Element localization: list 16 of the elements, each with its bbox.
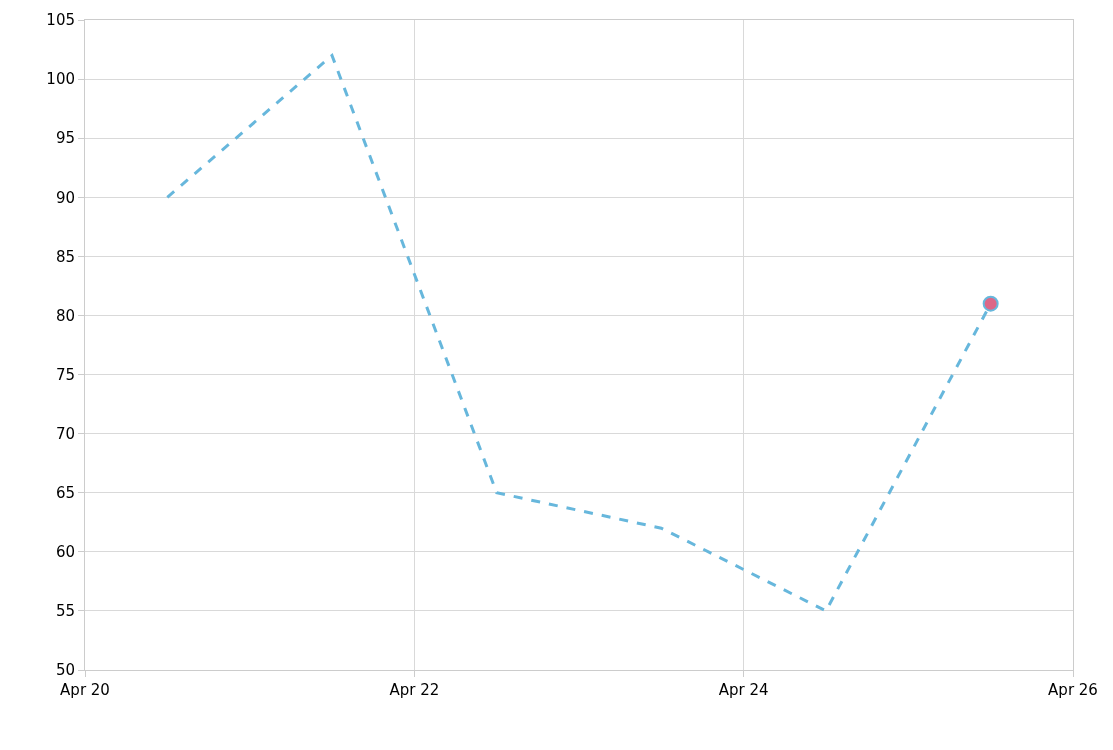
y-tick-label: 70 xyxy=(55,424,75,443)
x-tick-label: Apr 24 xyxy=(718,681,769,699)
y-tick-label: 85 xyxy=(55,247,75,266)
y-tick-label: 60 xyxy=(55,543,75,562)
y-tick-label: 80 xyxy=(55,306,75,325)
y-tick-label: 100 xyxy=(46,70,75,89)
y-tick-label: 95 xyxy=(55,129,75,148)
y-tick-label: 90 xyxy=(55,188,75,207)
y-tick-label: 75 xyxy=(55,365,75,384)
y-tick-label: 105 xyxy=(46,11,75,30)
y-tick-label: 50 xyxy=(55,661,75,680)
x-tick-label: Apr 26 xyxy=(1048,681,1098,699)
x-tick-label: Apr 20 xyxy=(60,681,110,699)
y-tick-label: 55 xyxy=(55,602,75,621)
x-tick-label: Apr 22 xyxy=(389,681,440,699)
y-tick-label: 65 xyxy=(55,483,75,502)
